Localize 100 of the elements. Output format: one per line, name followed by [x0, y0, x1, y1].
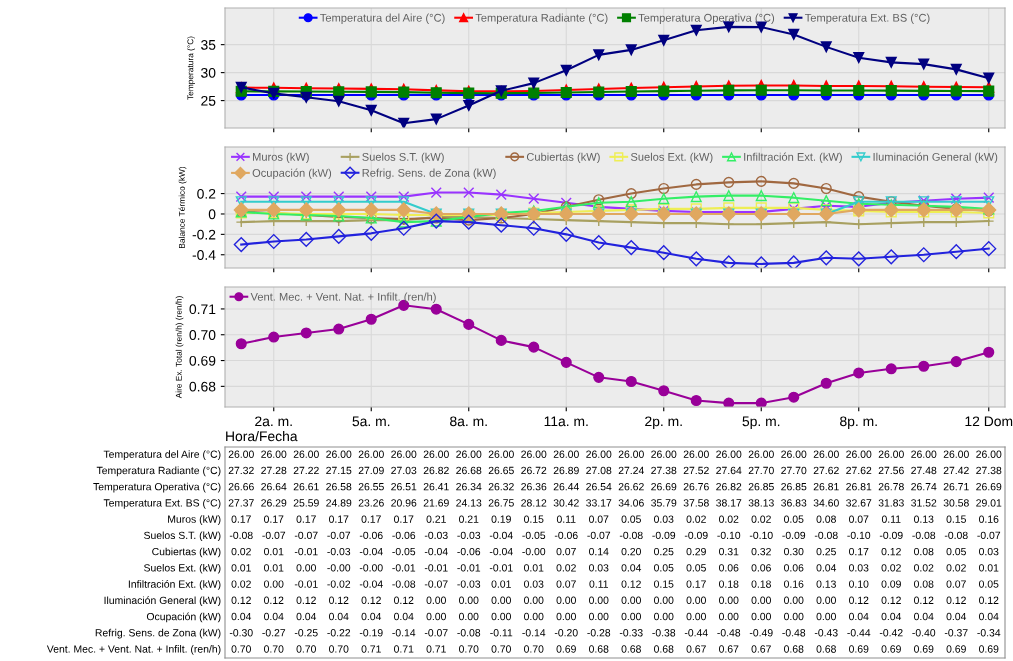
text: Temperatura Radiante (°C)	[96, 466, 221, 477]
data-label: -0.44	[684, 629, 708, 637]
data-label: 0.12	[979, 596, 999, 604]
legend-label: Muros (kW)	[253, 152, 309, 164]
x-tick-label: 5a. m.	[352, 416, 390, 427]
data-label: 26.61	[293, 483, 319, 491]
data-label: 0.12	[231, 596, 251, 604]
x-tick-label: 2a. m.	[255, 416, 292, 427]
legend-label: Suelos S.T. (kW)	[362, 152, 444, 164]
data-label: 0.70	[524, 645, 544, 653]
data-label: -0.07	[424, 580, 448, 588]
data-label: 0.12	[881, 547, 901, 556]
data-label: 0.02	[231, 580, 251, 588]
data-label: -0.00	[359, 564, 383, 572]
data-label: -0.01	[294, 547, 318, 556]
data-label: 26.66	[228, 483, 254, 491]
data-label: 0.68	[816, 645, 836, 653]
data-label: 0.01	[524, 564, 544, 572]
data-label: 0.00	[556, 612, 576, 621]
data-label: 27.52	[683, 466, 709, 475]
data-label: 26.00	[391, 450, 417, 458]
data-label: 27.08	[586, 466, 612, 475]
data-label: -0.04	[359, 547, 383, 556]
data-label: 0.01	[231, 564, 251, 572]
data-label: 0.15	[524, 515, 544, 523]
legend-label: Ocupación (kW)	[252, 168, 332, 180]
data-label: 27.70	[748, 466, 774, 475]
data-label: 26.00	[423, 450, 449, 458]
y-tick-label: 0.70	[189, 330, 216, 340]
data-label: 0.01	[264, 564, 284, 572]
data-label: 0.00	[654, 612, 674, 621]
data-label: -0.44	[847, 629, 871, 637]
data-label: 26.00	[716, 450, 742, 458]
data-label: 27.42	[943, 466, 969, 475]
data-label: 0.17	[329, 515, 349, 523]
data-label: -0.04	[359, 580, 383, 588]
data-label: 32.67	[846, 499, 872, 507]
data-label: 27.70	[781, 466, 807, 475]
data-label: 0.71	[394, 645, 414, 653]
data-label: 0.17	[264, 515, 284, 523]
data-label: 27.32	[228, 466, 254, 475]
data-label: -0.08	[814, 531, 838, 540]
data-label: 26.72	[521, 466, 547, 475]
data-label: 0.17	[849, 547, 869, 556]
data-label: 0.12	[849, 596, 869, 604]
x-tick-label: 8p. m.	[840, 416, 877, 429]
data-label: 26.00	[228, 450, 254, 458]
data-label: 0.02	[946, 564, 966, 572]
data-label: 27.56	[878, 466, 904, 475]
data-label: 26.64	[261, 483, 287, 491]
data-label: 0.13	[914, 515, 934, 523]
data-label: 26.36	[521, 483, 547, 491]
data-label: 26.00	[943, 450, 969, 458]
data-label: 0.00	[589, 612, 609, 621]
x-tick-label: 12 Dom	[965, 416, 1013, 427]
data-label: 0.00	[556, 596, 576, 604]
data-label: 0.69	[914, 645, 934, 653]
data-label: 0.04	[849, 612, 869, 621]
data-label: 0.69	[881, 645, 901, 653]
data-label: 26.41	[423, 483, 449, 491]
data-label: 26.65	[488, 466, 514, 475]
data-label: -0.33	[619, 629, 643, 637]
data-label: 0.02	[231, 547, 251, 556]
data-label: 26.51	[391, 483, 417, 491]
data-label: -0.08	[944, 531, 968, 540]
data-label: 0.29	[686, 547, 706, 556]
data-label: 0.00	[686, 612, 706, 621]
data-label: 0.08	[914, 547, 934, 556]
data-label: 0.05	[621, 515, 641, 523]
data-label: 0.04	[621, 564, 642, 572]
data-label: 26.00	[553, 450, 579, 458]
y-tick-label: 0	[208, 209, 216, 220]
data-label: 27.37	[228, 499, 254, 507]
data-label: 26.54	[586, 483, 612, 491]
data-label: 26.00	[456, 450, 482, 458]
data-label: -0.10	[717, 531, 741, 540]
legend-label: Refrig. Sens. de Zona (kW)	[362, 168, 496, 179]
data-label: 0.00	[491, 612, 511, 621]
data-label: 0.00	[426, 596, 446, 604]
data-label: -0.34	[977, 629, 1001, 637]
data-label: 0.00	[459, 596, 479, 604]
data-label: 26.00	[293, 450, 319, 458]
data-label: -0.03	[457, 580, 481, 588]
legend-label: Temperatura Operativa (°C)	[638, 13, 775, 24]
data-label: 0.12	[296, 596, 316, 604]
data-label: -0.14	[522, 629, 546, 637]
data-label: 38.17	[716, 499, 742, 507]
data-label: 30.42	[553, 499, 579, 507]
y-tick-label: 25	[201, 95, 216, 106]
data-label: 26.82	[716, 483, 742, 491]
data-label: 0.15	[946, 515, 966, 523]
data-label: 26.32	[488, 483, 514, 491]
data-label: 0.70	[459, 645, 479, 653]
data-label: 26.58	[326, 483, 352, 491]
y-tick-label: 0.68	[189, 381, 216, 392]
data-label: 26.00	[813, 450, 839, 458]
data-label: 0.00	[264, 580, 284, 588]
data-label: 0.00	[491, 596, 511, 604]
data-label: -0.22	[327, 629, 351, 637]
data-label: 0.07	[946, 580, 966, 588]
